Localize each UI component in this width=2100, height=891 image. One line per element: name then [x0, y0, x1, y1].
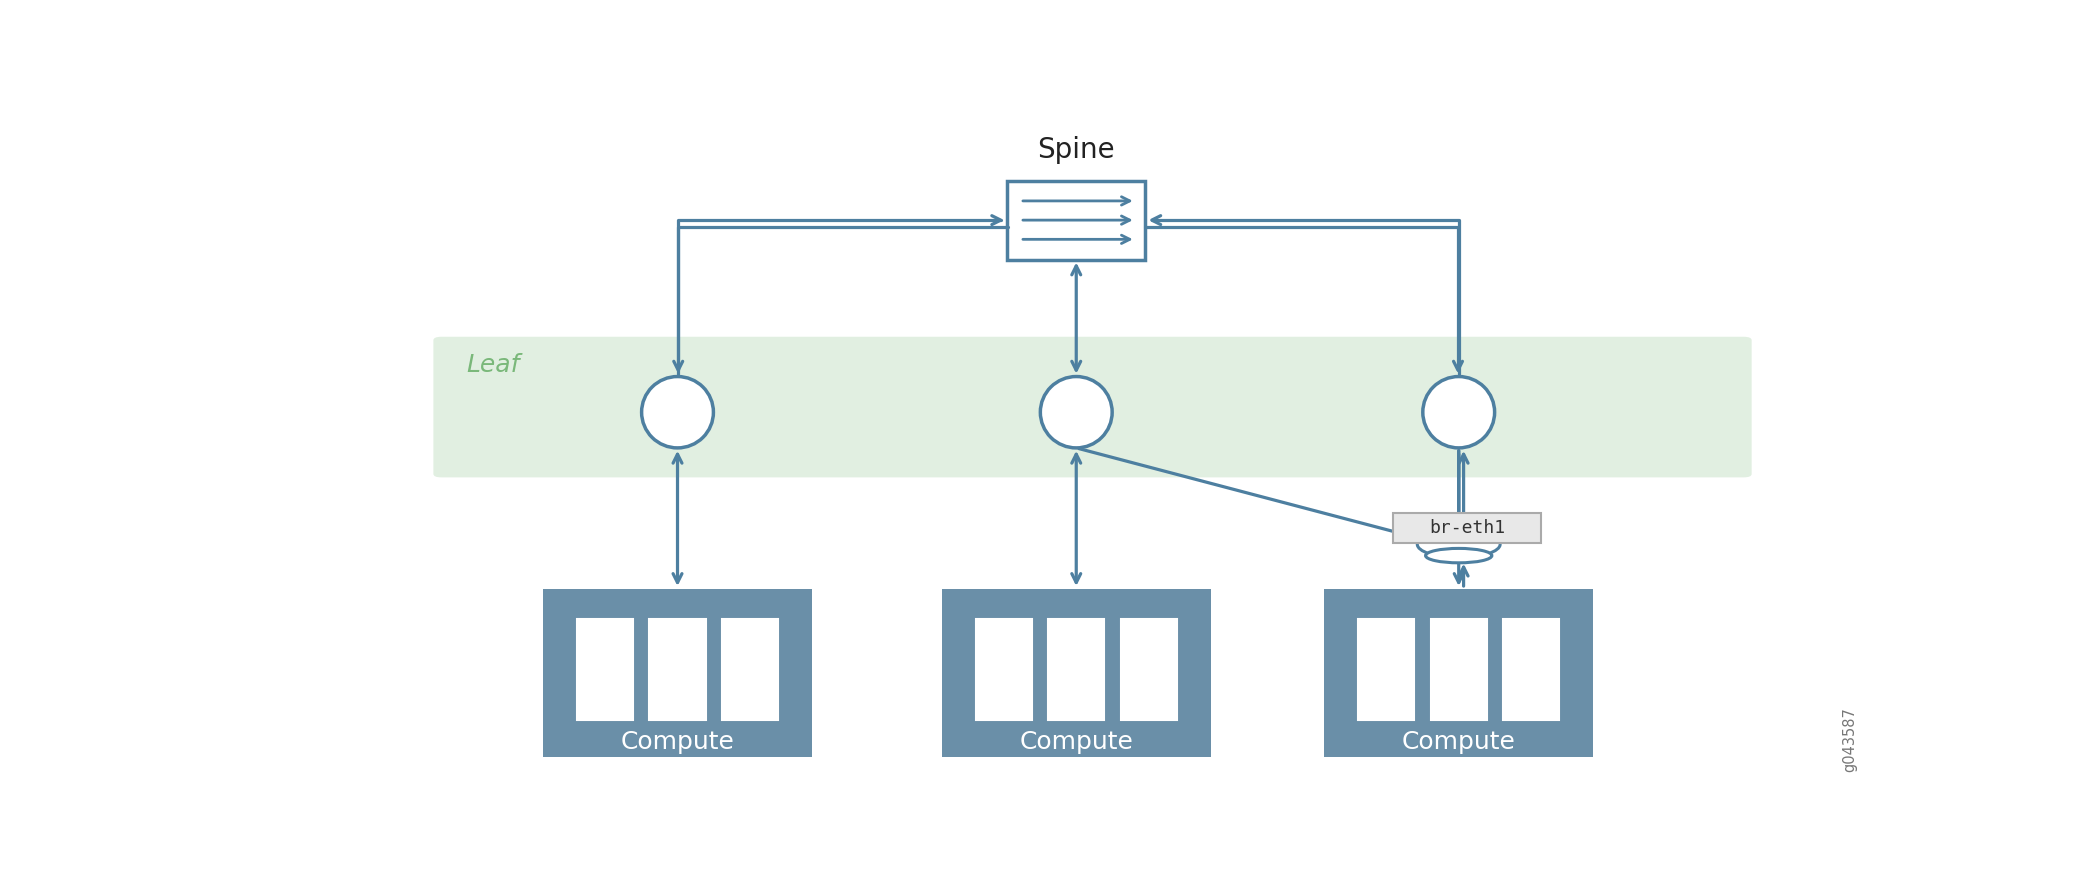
FancyBboxPatch shape [1504, 619, 1560, 720]
Text: Leaf: Leaf [466, 353, 519, 377]
Ellipse shape [1424, 377, 1495, 448]
Circle shape [1058, 652, 1063, 655]
Circle shape [750, 652, 756, 655]
Circle shape [731, 652, 737, 655]
Circle shape [1512, 652, 1518, 655]
Circle shape [985, 652, 991, 655]
Circle shape [1386, 652, 1392, 655]
FancyBboxPatch shape [1121, 619, 1176, 720]
Circle shape [1441, 652, 1447, 655]
Circle shape [1531, 652, 1537, 655]
FancyBboxPatch shape [1325, 589, 1594, 757]
Ellipse shape [1040, 377, 1113, 448]
Circle shape [1457, 652, 1464, 655]
Text: Compute: Compute [622, 730, 735, 754]
Circle shape [1367, 652, 1373, 655]
Ellipse shape [643, 377, 714, 448]
Circle shape [659, 652, 666, 655]
FancyBboxPatch shape [976, 619, 1031, 720]
FancyBboxPatch shape [983, 625, 1025, 644]
FancyBboxPatch shape [655, 625, 699, 644]
FancyBboxPatch shape [544, 589, 813, 757]
FancyBboxPatch shape [1430, 619, 1487, 720]
FancyBboxPatch shape [1392, 512, 1541, 543]
Text: br-eth1: br-eth1 [1428, 519, 1506, 536]
FancyBboxPatch shape [578, 619, 634, 720]
FancyBboxPatch shape [433, 337, 1751, 478]
FancyBboxPatch shape [1359, 619, 1415, 720]
Ellipse shape [1426, 548, 1491, 563]
FancyBboxPatch shape [1008, 181, 1144, 259]
Ellipse shape [1418, 531, 1499, 558]
FancyBboxPatch shape [649, 619, 706, 720]
FancyBboxPatch shape [1436, 625, 1480, 644]
FancyBboxPatch shape [729, 625, 773, 644]
FancyBboxPatch shape [1054, 625, 1098, 644]
Text: Compute: Compute [1018, 730, 1134, 754]
Text: g043587: g043587 [1842, 707, 1856, 772]
FancyBboxPatch shape [1048, 619, 1105, 720]
Text: Spine: Spine [1037, 135, 1115, 164]
FancyBboxPatch shape [943, 589, 1210, 757]
Circle shape [1075, 652, 1082, 655]
Text: Compute: Compute [1403, 730, 1516, 754]
Circle shape [1004, 652, 1010, 655]
FancyBboxPatch shape [1128, 625, 1170, 644]
Circle shape [676, 652, 682, 655]
FancyBboxPatch shape [722, 619, 779, 720]
Circle shape [605, 652, 611, 655]
FancyBboxPatch shape [1510, 625, 1554, 644]
Circle shape [1130, 652, 1136, 655]
Circle shape [586, 652, 592, 655]
Circle shape [1149, 652, 1155, 655]
FancyBboxPatch shape [1365, 625, 1409, 644]
FancyBboxPatch shape [584, 625, 628, 644]
